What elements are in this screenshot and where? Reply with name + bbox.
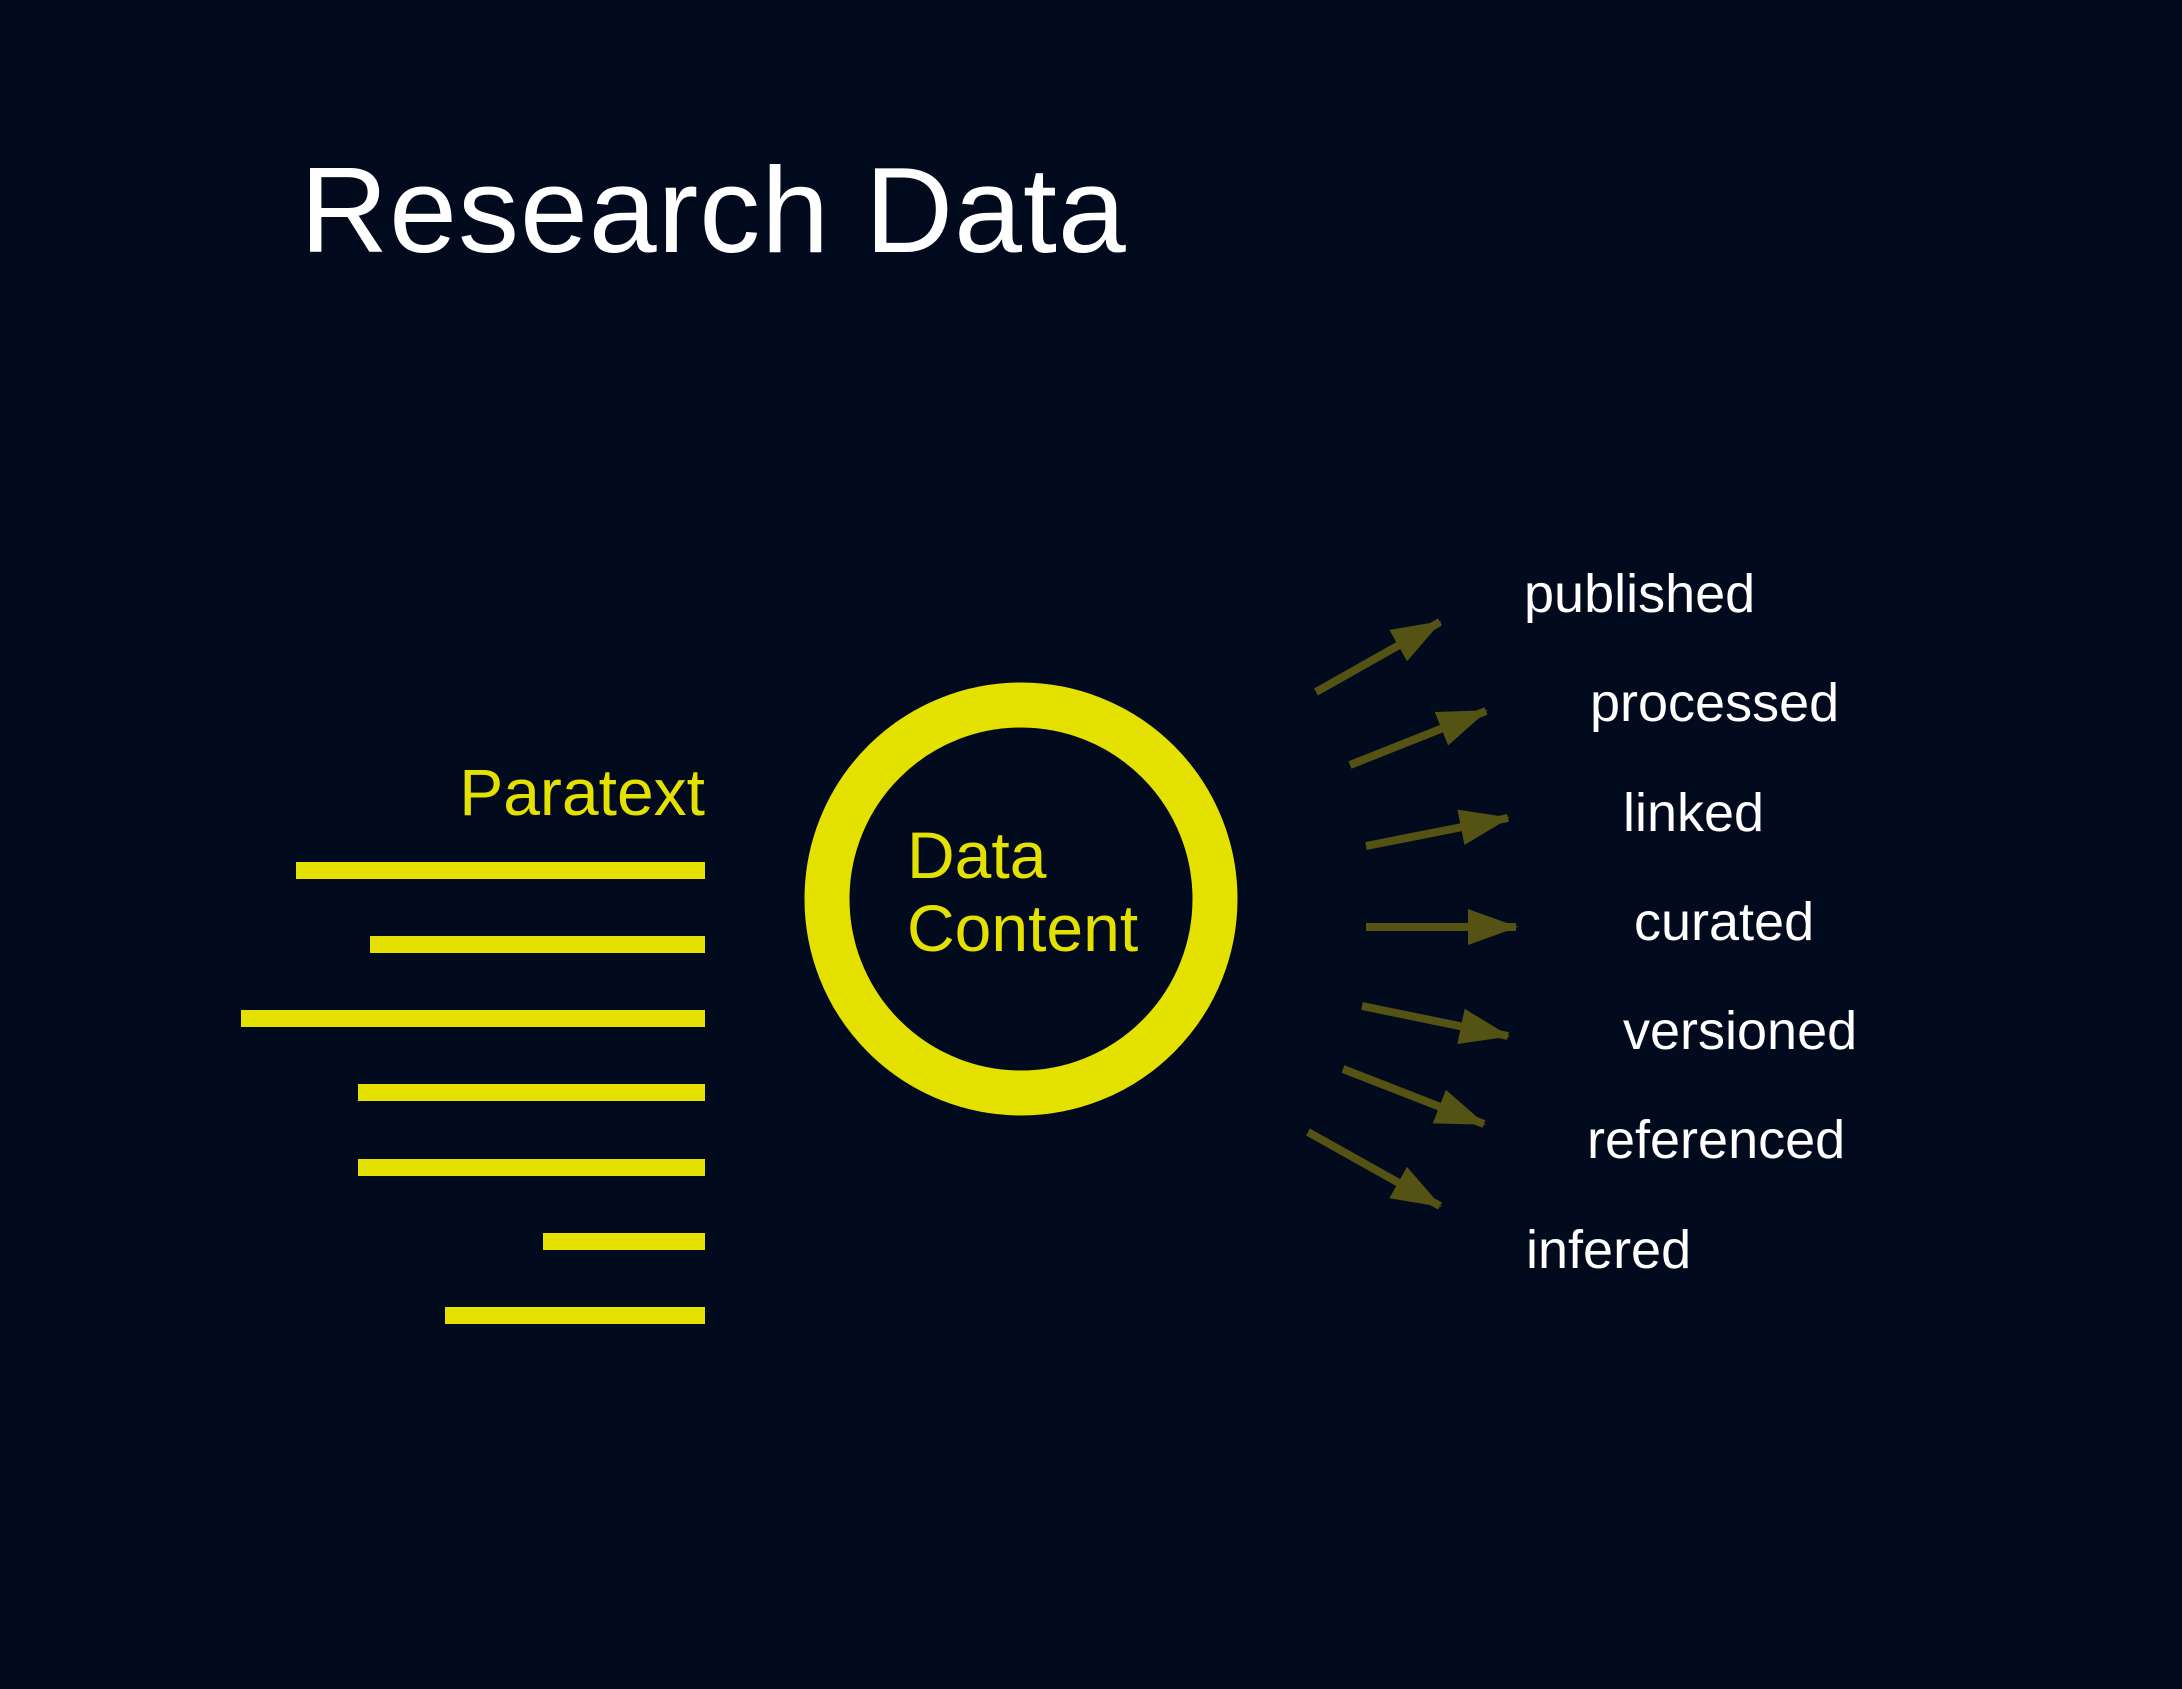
output-label-versioned: versioned xyxy=(1623,1001,1857,1061)
arrow-processed xyxy=(1348,707,1488,769)
arrow-versioned xyxy=(1361,1002,1510,1044)
output-label-linked: linked xyxy=(1623,783,1764,843)
output-arrows xyxy=(1306,618,1518,1210)
data-content-ring xyxy=(804,682,1238,1116)
output-label-processed: processed xyxy=(1590,673,1839,733)
output-label-referenced: referenced xyxy=(1587,1110,1845,1170)
output-labels: published processed linked curated versi… xyxy=(1524,564,1857,1280)
paratext-bar xyxy=(445,1307,705,1324)
paratext-bar xyxy=(358,1159,705,1176)
arrow-linked xyxy=(1365,809,1510,850)
arrow-published xyxy=(1314,618,1442,696)
output-label-published: published xyxy=(1524,564,1755,624)
arrow-infered xyxy=(1306,1128,1442,1210)
data-content-label-line2: Content xyxy=(907,891,1138,965)
paratext-bar xyxy=(370,936,705,953)
paratext-label: Paratext xyxy=(459,755,705,829)
paratext-bar xyxy=(241,1010,705,1027)
arrow-referenced xyxy=(1341,1065,1486,1128)
paratext-bar xyxy=(296,862,705,879)
page-title: Research Data xyxy=(300,142,1127,278)
data-content-label-line1: Data xyxy=(907,818,1047,892)
output-label-infered: infered xyxy=(1526,1220,1691,1280)
paratext-bar xyxy=(543,1233,705,1250)
paratext-bar xyxy=(358,1084,705,1101)
output-label-curated: curated xyxy=(1634,892,1814,952)
paratext-bars xyxy=(241,862,705,1324)
